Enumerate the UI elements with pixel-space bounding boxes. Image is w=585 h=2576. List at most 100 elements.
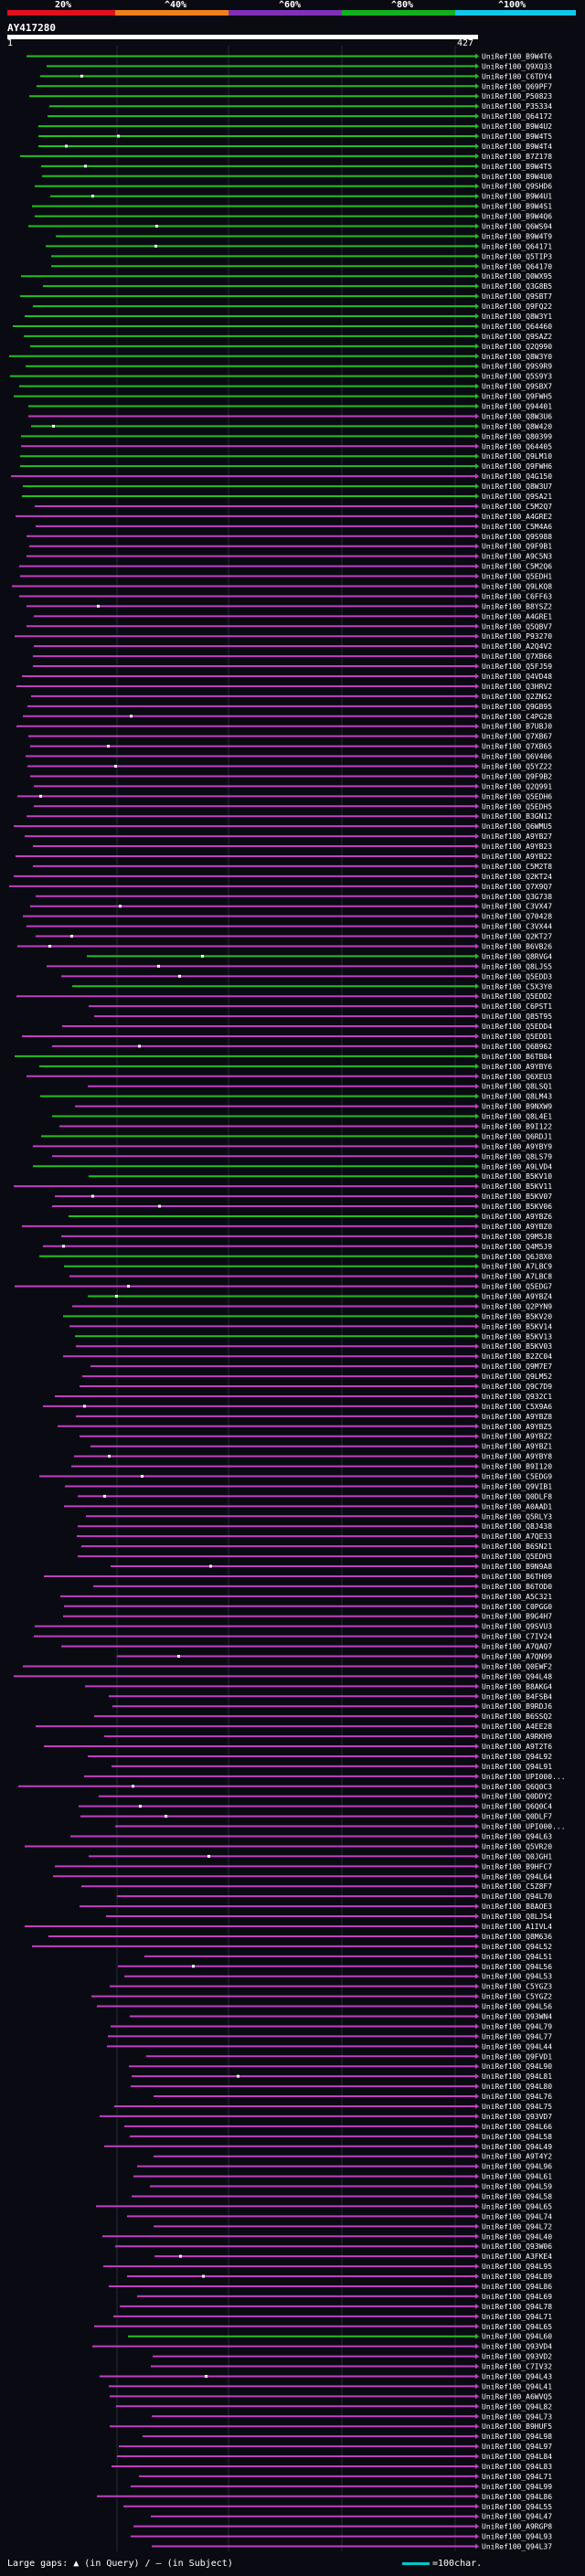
hit-arrow bbox=[475, 2533, 479, 2539]
hit-label: UniRef100_Q8LS79 bbox=[482, 1152, 552, 1161]
hit-label: UniRef100_Q94L75 bbox=[482, 2103, 552, 2111]
hit-arrow bbox=[475, 1493, 479, 1500]
hit-arrow bbox=[475, 903, 479, 909]
hit-arrow bbox=[475, 1733, 479, 1740]
hit-label: UniRef100_A9YBZ0 bbox=[482, 1223, 552, 1231]
hit-arrow bbox=[475, 1213, 479, 1219]
hit-label: UniRef100_B5KV20 bbox=[482, 1312, 552, 1320]
hit-label: UniRef100_Q94L61 bbox=[482, 2173, 552, 2181]
hit-arrow bbox=[475, 583, 479, 589]
hit-label: UniRef100_Q94L65 bbox=[482, 2323, 552, 2331]
hit-arrow bbox=[475, 993, 479, 1000]
hit-label: UniRef100_B9G4H7 bbox=[482, 1613, 552, 1621]
hit-label: UniRef100_Q94L80 bbox=[482, 2083, 552, 2091]
hit-arrow bbox=[475, 1223, 479, 1229]
hit-label: UniRef100_A4GRE1 bbox=[482, 612, 552, 620]
hit-label: UniRef100_P50823 bbox=[482, 92, 552, 101]
hit-label: UniRef100_P93270 bbox=[482, 632, 552, 641]
hit-label: UniRef100_Q5EDH5 bbox=[482, 802, 552, 811]
hit-label: UniRef100_Q94401 bbox=[482, 403, 552, 411]
hit-arrow bbox=[475, 1783, 479, 1789]
hit-arrow bbox=[475, 1263, 479, 1269]
gap-marker bbox=[157, 964, 160, 968]
hit-arrow bbox=[475, 173, 479, 179]
hit-label: UniRef100_Q9LKQ8 bbox=[482, 583, 552, 591]
gap-marker bbox=[202, 2274, 205, 2278]
hit-arrow bbox=[475, 803, 479, 810]
hit-label: UniRef100_Q93WN4 bbox=[482, 2012, 552, 2020]
hit-label: UniRef100_Q93VD4 bbox=[482, 2343, 552, 2351]
hit-label: UniRef100_Q2ZNS2 bbox=[482, 693, 552, 701]
hit-label: UniRef100_B6SSQ2 bbox=[482, 1712, 552, 1721]
hit-label: UniRef100_Q5VR20 bbox=[482, 1842, 552, 1850]
hit-arrow bbox=[475, 223, 479, 229]
hit-label: UniRef100_Q9VIB1 bbox=[482, 1482, 552, 1490]
gap-marker bbox=[70, 935, 73, 938]
gap-marker bbox=[132, 1785, 134, 1788]
hit-arrow bbox=[475, 1093, 479, 1099]
hit-label: UniRef100_Q2KT24 bbox=[482, 873, 552, 881]
hit-arrow bbox=[475, 1193, 479, 1200]
gap-marker bbox=[138, 1044, 141, 1048]
hit-label: UniRef100_B8AOE3 bbox=[482, 1903, 552, 1911]
hit-label: UniRef100_B5KV13 bbox=[482, 1332, 552, 1341]
hit-arrow bbox=[475, 1483, 479, 1489]
hit-label: UniRef100_B7UBJ0 bbox=[482, 723, 552, 731]
hit-label: UniRef100_B7Z178 bbox=[482, 153, 552, 161]
hit-arrow bbox=[475, 543, 479, 549]
hit-label: UniRef100_Q0JGH1 bbox=[482, 1852, 552, 1860]
hit-label: UniRef100_Q8W3Y1 bbox=[482, 313, 552, 321]
hit-label: UniRef100_Q94L77 bbox=[482, 2032, 552, 2041]
hit-arrow bbox=[475, 2333, 479, 2339]
gap-marker bbox=[237, 2074, 239, 2078]
gap-marker bbox=[52, 424, 55, 428]
hit-arrow bbox=[475, 273, 479, 280]
hit-label: UniRef100_Q94L82 bbox=[482, 2402, 552, 2411]
hit-label: UniRef100_Q8W3U7 bbox=[482, 482, 552, 491]
hit-label: UniRef100_B9W4T6 bbox=[482, 52, 552, 60]
hit-arrow bbox=[475, 1533, 479, 1540]
scale-band-green bbox=[342, 10, 455, 16]
hit-arrow bbox=[475, 983, 479, 990]
hit-arrow bbox=[475, 953, 479, 959]
hit-label: UniRef100_Q64171 bbox=[482, 242, 552, 250]
hit-label: UniRef100_A9YBZ1 bbox=[482, 1443, 552, 1451]
hit-arrow bbox=[475, 1043, 479, 1049]
hit-label: UniRef100_B5KV14 bbox=[482, 1322, 552, 1330]
hit-arrow bbox=[475, 1943, 479, 1949]
hit-arrow bbox=[475, 2203, 479, 2210]
hit-label: UniRef100_Q94L76 bbox=[482, 2093, 552, 2101]
hit-arrow bbox=[475, 1623, 479, 1629]
hit-label: UniRef100_C6TDY4 bbox=[482, 72, 552, 80]
hit-label: UniRef100_P35334 bbox=[482, 102, 552, 111]
hit-label: UniRef100_Q6B962 bbox=[482, 1043, 552, 1051]
hit-label: UniRef100_Q93W06 bbox=[482, 2242, 552, 2251]
hit-label: UniRef100_Q4M5J9 bbox=[482, 1243, 552, 1251]
hit-label: UniRef100_A9YB27 bbox=[482, 832, 552, 841]
hit-arrow bbox=[475, 2003, 479, 2009]
hit-label: UniRef100_C3VX47 bbox=[482, 903, 552, 911]
hit-arrow bbox=[475, 1673, 479, 1680]
gap-marker bbox=[141, 1475, 144, 1479]
hit-label: UniRef100_Q5FJ59 bbox=[482, 663, 552, 671]
hit-arrow bbox=[475, 1583, 479, 1589]
hit-arrow bbox=[475, 1883, 479, 1890]
hit-arrow bbox=[475, 723, 479, 729]
hit-arrow bbox=[475, 343, 479, 349]
hit-arrow bbox=[475, 1573, 479, 1579]
hit-label: UniRef100_Q94L55 bbox=[482, 2503, 552, 2511]
hit-arrow bbox=[475, 2173, 479, 2179]
hit-arrow bbox=[475, 883, 479, 889]
hit-label: UniRef100_Q94L37 bbox=[482, 2543, 552, 2551]
hit-label: UniRef100_Q94L64 bbox=[482, 1872, 552, 1881]
hit-label: UniRef100_Q6Q0C3 bbox=[482, 1783, 552, 1791]
scale-bar-icon bbox=[402, 2561, 430, 2565]
hit-arrow bbox=[475, 363, 479, 369]
hit-arrow bbox=[475, 1893, 479, 1900]
hit-label: UniRef100_Q5EDD4 bbox=[482, 1023, 552, 1031]
hit-arrow bbox=[475, 293, 479, 300]
hit-label: UniRef100_Q93VD7 bbox=[482, 2113, 552, 2121]
hit-arrow bbox=[475, 973, 479, 980]
hit-arrow bbox=[475, 943, 479, 949]
hit-arrow bbox=[475, 1253, 479, 1259]
